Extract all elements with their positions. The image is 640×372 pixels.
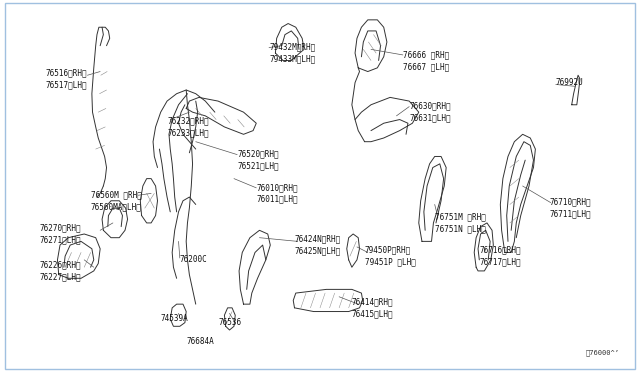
- Text: 76666 〈RH〉
76667 〈LH〉: 76666 〈RH〉 76667 〈LH〉: [403, 50, 449, 71]
- Text: 76232〈RH〉
76233〈LH〉: 76232〈RH〉 76233〈LH〉: [167, 116, 209, 137]
- Text: 76684A: 76684A: [186, 337, 214, 346]
- Text: 76424N〈RH〉
76425N〈LH〉: 76424N〈RH〉 76425N〈LH〉: [294, 235, 340, 256]
- Text: 76751M 〈RH〉
76751N 〈LH〉: 76751M 〈RH〉 76751N 〈LH〉: [435, 212, 486, 233]
- Text: 76992U: 76992U: [556, 78, 584, 87]
- Text: 76710〈RH〉
76711〈LH〉: 76710〈RH〉 76711〈LH〉: [549, 198, 591, 219]
- Text: 76200C: 76200C: [180, 255, 207, 264]
- Text: 76560M 〈RH〉
76560MA〈LH〉: 76560M 〈RH〉 76560MA〈LH〉: [91, 190, 141, 211]
- Text: 79450P〈RH〉
79451P 〈LH〉: 79450P〈RH〉 79451P 〈LH〉: [365, 246, 415, 267]
- Text: 76630〈RH〉
76631〈LH〉: 76630〈RH〉 76631〈LH〉: [409, 102, 451, 122]
- Text: 79432M〈RH〉
79433M〈LH〉: 79432M〈RH〉 79433M〈LH〉: [269, 43, 316, 64]
- Text: 76516〈RH〉
76517〈LH〉: 76516〈RH〉 76517〈LH〉: [46, 68, 88, 89]
- Text: 76270〈RH〉
76271〈LH〉: 76270〈RH〉 76271〈LH〉: [40, 224, 81, 244]
- Text: 76010〈RH〉
76011〈LH〉: 76010〈RH〉 76011〈LH〉: [256, 183, 298, 204]
- Text: 76536: 76536: [218, 318, 241, 327]
- Text: 74539A: 74539A: [161, 314, 188, 323]
- Text: 76716〈RH〉
76717〈LH〉: 76716〈RH〉 76717〈LH〉: [479, 246, 521, 267]
- Text: 76226〈RH〉
76227〈LH〉: 76226〈RH〉 76227〈LH〉: [40, 260, 81, 281]
- Text: 76414〈RH〉
76415〈LH〉: 76414〈RH〉 76415〈LH〉: [352, 298, 394, 318]
- Text: ❠76000^’: ❠76000^’: [586, 349, 620, 356]
- Text: 76520〈RH〉
76521〈LH〉: 76520〈RH〉 76521〈LH〉: [237, 150, 279, 170]
